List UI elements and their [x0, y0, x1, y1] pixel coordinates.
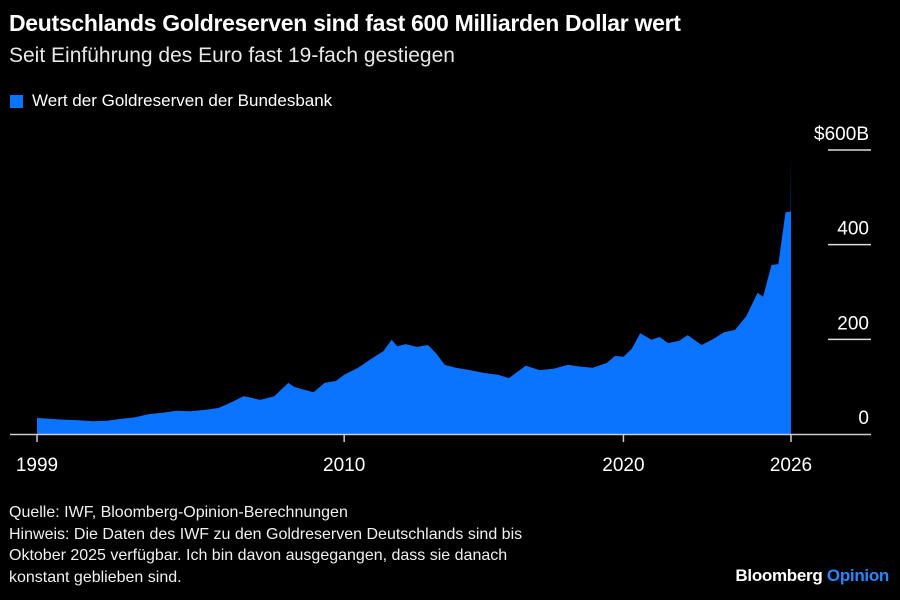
y-tick-label: $600B: [814, 124, 869, 145]
y-tick-label: 0: [858, 408, 869, 429]
x-tick-label: 2020: [602, 455, 644, 476]
brand-logo: Bloomberg Opinion: [735, 566, 889, 586]
legend-swatch: [10, 94, 23, 108]
y-tick-label: 200: [837, 313, 869, 334]
y-tick-label: 400: [837, 219, 869, 240]
legend-label: Wert der Goldreserven der Bundesbank: [32, 91, 333, 110]
source-text: Quelle: IWF, Bloomberg-Opinion-Berechnun…: [9, 504, 348, 521]
footnote: Quelle: IWF, Bloomberg-Opinion-Berechnun…: [9, 502, 522, 588]
chart-subtitle: Seit Einführung des Euro fast 19-fach ge…: [9, 44, 455, 67]
x-tick-label: 1999: [16, 455, 58, 476]
note-line: Hinweis: Die Daten des IWF zu den Goldre…: [9, 525, 523, 543]
chart-title: Deutschlands Goldreserven sind fast 600 …: [9, 10, 681, 36]
brand-accent: Opinion: [826, 566, 889, 585]
note-line: konstant geblieben sind.: [9, 568, 182, 586]
x-tick-label: 2010: [323, 455, 365, 476]
legend: Wert der Goldreserven der Bundesbank: [10, 91, 332, 111]
brand-main: Bloomberg: [735, 566, 823, 585]
series-area: [37, 152, 791, 434]
note-line: Oktober 2025 verfügbar. Ich bin davon au…: [9, 547, 508, 564]
x-tick-label: 2026: [770, 455, 812, 476]
